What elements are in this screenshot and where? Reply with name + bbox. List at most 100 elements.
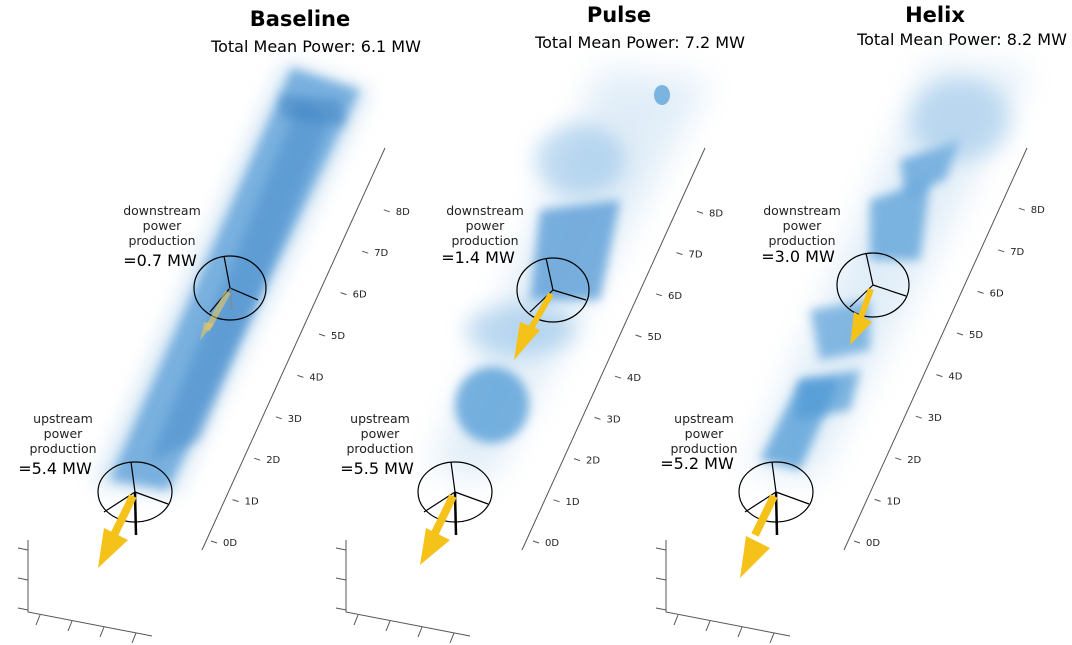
frame-tick xyxy=(769,632,775,644)
downstream-arrow xyxy=(200,290,231,340)
total-mean-power: Total Mean Power: 8.2 MW xyxy=(856,30,1067,49)
axis-tick-label: 3D xyxy=(928,413,942,424)
downstream-label-line2: power xyxy=(143,218,182,233)
upstream-label-line2: power xyxy=(44,426,83,441)
frame-tick xyxy=(335,577,347,581)
axis-tick-mark xyxy=(297,374,304,378)
upstream-label-line2: power xyxy=(685,426,724,441)
axis-frame xyxy=(665,147,1028,637)
axis-tick-mark xyxy=(874,498,881,502)
axis-tick-label: 3D xyxy=(288,414,302,425)
upstream-power-value: =5.5 MW xyxy=(340,459,414,478)
frame-tick xyxy=(67,620,73,632)
axis-tick-label: 8D xyxy=(396,207,410,218)
axis-tick-mark xyxy=(318,333,326,337)
axis-tick-mark xyxy=(915,415,922,419)
downstream-label-line1: downstream xyxy=(446,203,524,218)
wake-volume xyxy=(748,62,1030,480)
axis-tick-mark xyxy=(383,209,390,213)
downstream-label-line3: production xyxy=(128,233,195,248)
panel-title: Baseline xyxy=(250,7,351,31)
axis-tick-mark xyxy=(594,416,601,420)
frame-tick xyxy=(655,577,667,581)
upstream-label-line1: upstream xyxy=(350,411,410,426)
axis-tick-mark xyxy=(696,210,704,214)
frame-tick xyxy=(17,577,29,581)
upstream-arrow xyxy=(420,494,457,565)
axis-tick-mark xyxy=(340,292,347,296)
frame-tick-marks xyxy=(17,547,775,644)
upstream-label-line1: upstream xyxy=(674,411,734,426)
downstream-label-line3: production xyxy=(768,233,835,248)
upstream-label-line1: upstream xyxy=(33,411,93,426)
downstream-power-value: =0.7 MW xyxy=(123,251,197,270)
frame-tick xyxy=(673,614,679,626)
axis-tick-mark xyxy=(573,458,581,462)
axis-tick-label: 1D xyxy=(887,496,901,507)
axis-tick-label: 6D xyxy=(353,290,367,301)
panel-baseline xyxy=(27,62,386,637)
frame-tick xyxy=(705,620,711,632)
upstream-power-value: =5.2 MW xyxy=(660,454,734,473)
downstream-power-value: =3.0 MW xyxy=(761,247,835,266)
upstream-label-line3: production xyxy=(29,441,96,456)
frame-tick xyxy=(385,620,391,632)
axis-tick-label: 6D xyxy=(668,291,682,302)
upstream-label-line2: power xyxy=(361,426,400,441)
downstream-label-line1: downstream xyxy=(763,203,841,218)
axis-tick-label: 8D xyxy=(1031,205,1045,216)
panel-helix xyxy=(665,62,1030,637)
frame-tick xyxy=(17,607,29,611)
axis-tick-label: 1D xyxy=(245,497,259,508)
wake-volume xyxy=(430,70,710,480)
axis-tick-mark xyxy=(895,457,902,461)
upstream-power-value: =5.4 MW xyxy=(18,459,92,478)
axis-tick-label: 7D xyxy=(689,250,703,261)
depth-axis-ticks: 0D 1D 2D 3D 4D 5D 6D 7D 8D xyxy=(532,208,723,549)
downstream-arrow xyxy=(514,292,554,360)
downstream-label-line2: power xyxy=(466,218,505,233)
downstream-label-line1: downstream xyxy=(123,203,201,218)
axis-tick-label: 0D xyxy=(866,538,880,549)
frame-tick xyxy=(417,626,423,638)
axis-tick-label: 4D xyxy=(627,373,641,384)
upstream-label-line3: production xyxy=(670,441,737,456)
panel-pulse xyxy=(345,70,710,637)
total-mean-power: Total Mean Power: 6.1 MW xyxy=(210,37,421,56)
panel-title: Pulse xyxy=(587,3,651,27)
axis-tick-label: 3D xyxy=(607,414,621,425)
axis-tick-mark xyxy=(655,293,663,297)
axis-tick-label: 2D xyxy=(907,455,921,466)
upstream-arrow xyxy=(98,494,137,568)
axis-tick-label: 6D xyxy=(990,288,1004,299)
axis-frame xyxy=(345,147,706,637)
axis-tick-mark xyxy=(553,499,560,503)
frame-tick xyxy=(35,614,41,626)
axis-tick-mark xyxy=(998,249,1005,253)
downstream-arrow xyxy=(850,287,874,345)
axis-tick-label: 7D xyxy=(374,248,388,259)
axis-tick-label: 5D xyxy=(969,330,983,341)
axis-tick-mark xyxy=(532,540,540,544)
frame-tick xyxy=(449,632,455,644)
axis-frame xyxy=(27,147,386,637)
axis-tick-mark xyxy=(232,499,239,503)
axis-tick-mark xyxy=(936,374,943,378)
wake-volume xyxy=(95,62,370,495)
axis-tick-mark xyxy=(275,416,282,420)
frame-tick xyxy=(99,626,105,638)
axis-tick-mark xyxy=(977,290,984,294)
axis-tick-mark xyxy=(210,540,218,544)
depth-axis-ticks: 0D 1D 2D 3D 4D 5D 6D 7D 8D xyxy=(210,207,410,549)
axis-tick-mark xyxy=(853,540,861,544)
axis-tick-label: 8D xyxy=(709,208,723,219)
axis-tick-label: 4D xyxy=(309,372,323,383)
axis-tick-label: 0D xyxy=(223,538,237,549)
axis-tick-mark xyxy=(254,457,261,461)
axis-tick-label: 4D xyxy=(948,372,962,383)
downstream-label-line3: production xyxy=(451,233,518,248)
axis-tick-label: 5D xyxy=(331,331,345,342)
frame-tick xyxy=(335,607,347,611)
frame-tick xyxy=(655,607,667,611)
